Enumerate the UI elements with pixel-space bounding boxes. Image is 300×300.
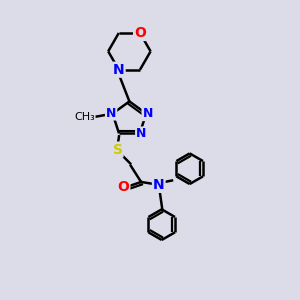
Text: O: O xyxy=(134,26,146,40)
Text: O: O xyxy=(118,180,129,194)
Text: N: N xyxy=(136,128,146,140)
Text: N: N xyxy=(142,107,153,120)
Text: N: N xyxy=(106,106,116,119)
Text: N: N xyxy=(153,178,165,192)
Text: N: N xyxy=(113,63,124,77)
Text: S: S xyxy=(112,142,122,157)
Text: CH₃: CH₃ xyxy=(74,112,95,122)
